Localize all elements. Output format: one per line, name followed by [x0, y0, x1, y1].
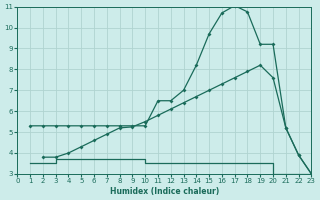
X-axis label: Humidex (Indice chaleur): Humidex (Indice chaleur): [110, 187, 219, 196]
